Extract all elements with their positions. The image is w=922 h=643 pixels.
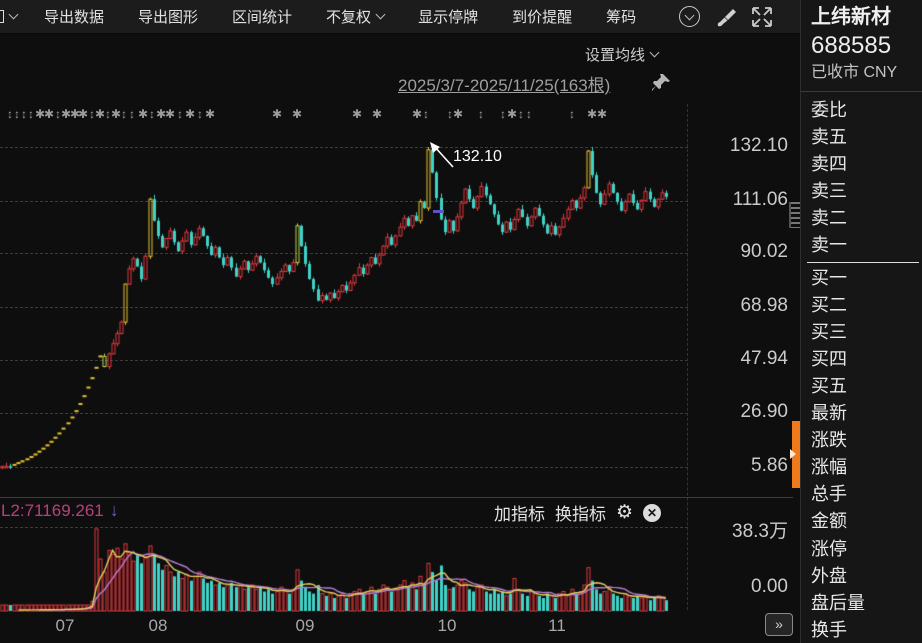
quote-row-委比[interactable]: 委比	[811, 100, 847, 120]
more-button[interactable]: »	[765, 613, 793, 636]
date-tick-label: 08	[148, 616, 168, 635]
chevron-down-icon	[649, 47, 660, 58]
toolbar-item[interactable]: 导出图形	[138, 9, 199, 26]
date-tick-label: 11	[548, 616, 566, 635]
date-tick-label: 07	[55, 616, 75, 635]
quote-row-涨幅[interactable]: 涨幅	[811, 457, 847, 478]
price-tick-label: 111.06	[732, 189, 788, 210]
toolbar: 导出数据 导出图形 区间统计 不复权 显示停牌 到价提醒 筹码	[0, 0, 800, 34]
quote-sidebar: 上纬新材 688585 已收市 CNY 委比卖五卖四卖三卖二卖一买一买二买三买四…	[800, 0, 922, 643]
down-arrow-icon: ↓	[109, 500, 119, 520]
quote-row-盘后量[interactable]: 盘后量	[811, 592, 865, 613]
quote-row-买五[interactable]: 买五	[811, 375, 847, 396]
quote-row-涨停[interactable]: 涨停	[811, 538, 847, 559]
fullscreen-icon[interactable]	[750, 5, 774, 29]
quote-row-卖四[interactable]: 卖四	[811, 154, 847, 175]
date-range-link[interactable]: 2025/3/7-2025/11/25(163根)	[398, 76, 611, 95]
switch-indicator-button[interactable]: 换指标	[555, 505, 606, 524]
stock-name: 上纬新材	[811, 6, 891, 28]
quote-row-外盘[interactable]: 外盘	[811, 565, 847, 586]
sidebar-scroll-handle[interactable]	[792, 421, 800, 488]
ma-line-fragment	[433, 210, 444, 213]
market-status: 已收市 CNY	[811, 64, 898, 81]
quote-row-买三[interactable]: 买三	[811, 321, 847, 342]
toolbar-item[interactable]: 导出数据	[44, 9, 105, 26]
price-tick-label: 68.98	[740, 295, 788, 316]
toolbar-item[interactable]: 区间统计	[232, 9, 293, 26]
quote-row-涨跌[interactable]: 涨跌	[811, 430, 847, 451]
quote-row-卖二[interactable]: 卖二	[811, 208, 847, 229]
ma-settings-dropdown[interactable]: 设置均线	[585, 44, 660, 65]
chevron-down-icon	[375, 9, 386, 20]
quote-row-买二[interactable]: 买二	[811, 294, 847, 315]
quote-row-买一[interactable]: 买一	[811, 267, 847, 288]
quote-row-卖五[interactable]: 卖五	[811, 127, 847, 148]
toolbar-item[interactable]: 显示停牌	[418, 9, 479, 26]
price-tick-label: 26.90	[740, 401, 788, 422]
quote-row-买四[interactable]: 买四	[811, 348, 847, 369]
toolbar-item[interactable]: 到价提醒	[512, 9, 573, 26]
window-glyph-icon	[0, 10, 4, 23]
quote-row-金额[interactable]: 金额	[811, 511, 847, 532]
price-tick-label: 132.10	[729, 135, 788, 156]
quote-row-卖三[interactable]: 卖三	[811, 181, 847, 202]
quote-rows: 委比卖五卖四卖三卖二卖一买一买二买三买四买五最新涨跌涨幅总手金额涨停外盘盘后量换…	[801, 92, 922, 643]
toolbar-icons	[679, 5, 774, 29]
date-tick-label: 10	[437, 616, 457, 635]
quote-row-最新[interactable]: 最新	[811, 403, 847, 424]
toolbar-item[interactable]: 不复权	[309, 6, 401, 27]
date-tick-label: 09	[295, 616, 315, 635]
clock-collapse-icon[interactable]	[679, 6, 701, 27]
price-tick-label: 47.94	[740, 348, 788, 369]
peak-price-annotation: 132.10	[453, 148, 502, 165]
volume-toolbar: 加指标 换指标 ⚙ ✕	[494, 500, 662, 525]
peak-arrow-icon	[430, 142, 454, 168]
gear-icon[interactable]: ⚙	[616, 502, 634, 523]
pin-icon[interactable]	[652, 72, 672, 92]
date-axis: » 07 08 09 10 11	[0, 612, 800, 643]
chevron-down-icon	[8, 9, 19, 20]
quote-row-总手[interactable]: 总手	[811, 484, 847, 505]
quote-row-卖一[interactable]: 卖一	[811, 235, 847, 256]
toolbar-items: 导出数据 导出图形 区间统计 不复权 显示停牌 到价提醒 筹码	[27, 6, 653, 27]
volume-chart[interactable]	[0, 528, 695, 612]
brush-icon[interactable]	[714, 6, 737, 28]
stock-code: 688585	[811, 32, 892, 59]
price-tick-label: 5.86	[751, 455, 788, 476]
l2-indicator-value[interactable]: L2:71169.261 ↓	[1, 500, 119, 520]
volume-max-label: 38.3万	[732, 521, 788, 542]
bid-ask-divider	[807, 261, 919, 263]
volume-gridline	[0, 527, 688, 528]
candlestick-chart[interactable]	[0, 100, 695, 500]
sidebar-header: 上纬新材 688585 已收市 CNY	[801, 0, 922, 92]
close-icon[interactable]: ✕	[643, 503, 662, 522]
toolbar-item[interactable]: 筹码	[606, 9, 637, 26]
price-tick-label: 90.02	[740, 241, 788, 262]
volume-min-label: 0.00	[751, 576, 788, 597]
add-indicator-button[interactable]: 加指标	[494, 505, 545, 524]
clipped-menu-item[interactable]	[0, 9, 27, 23]
splitter-grip[interactable]	[789, 202, 800, 228]
quote-row-换手[interactable]: 换手	[811, 619, 847, 640]
handle-arrow-icon	[790, 449, 796, 459]
